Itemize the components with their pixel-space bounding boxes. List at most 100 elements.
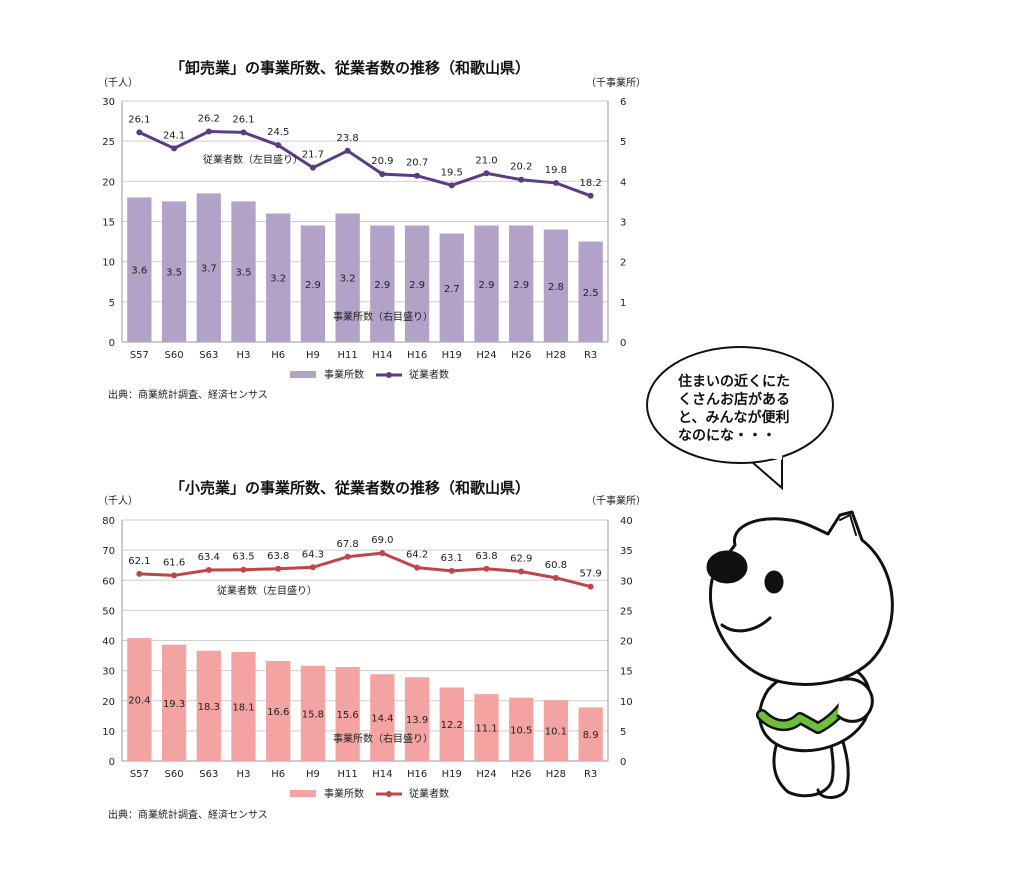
legend-swatch-marker [386,372,392,378]
category-label: H24 [476,350,496,361]
category-label: H14 [372,350,392,361]
line-value-label: 57.9 [580,569,602,580]
bar-value-label: 10.1 [545,727,567,738]
right-tick-label: 0 [620,757,626,768]
right-tick-label: 25 [620,606,633,617]
source-note: 出典：商業統計調査、経済センサス [108,388,268,401]
speech-bubble-line-3: と、みんなが便利 [678,409,789,426]
category-label: H28 [546,350,566,361]
legend-label-bar: 事業所数 [324,787,364,800]
bar-value-label: 2.8 [548,282,564,293]
bar [127,638,152,761]
retail-chart: 「小売業」の事業所数、従業者数の推移（和歌山県） （千人） （千事業所） 0 10 20 3… [98,479,646,821]
line-point [275,142,282,149]
line-point [379,171,386,178]
source-note: 出典：商業統計調査、経済センサス [108,808,268,821]
line-value-label: 64.3 [302,549,324,560]
category-label: R3 [584,769,597,780]
left-tick-label: 40 [102,637,115,648]
line-value-label: 63.5 [232,552,254,563]
mascot-dog-illustration [706,510,894,799]
line-point [518,176,525,183]
bar-value-label: 19.3 [163,699,185,710]
line-value-label: 69.0 [371,535,393,546]
line-value-label: 20.9 [371,156,393,167]
line-point [587,192,594,199]
line-annotation: 従業者数（左目盛り） [203,153,303,166]
category-label: H11 [338,350,358,361]
left-tick-label: 30 [102,667,115,678]
line-value-label: 63.1 [441,553,463,564]
left-axis-unit: （千人） [98,77,138,89]
line-point [205,567,212,574]
bar-value-label: 2.7 [444,284,460,295]
category-label: R3 [584,350,597,361]
category-label: H19 [442,769,462,780]
line-annotation: 従業者数（左目盛り） [217,584,317,597]
left-tick-label: 10 [102,727,115,738]
left-tick-label: 20 [102,177,115,188]
category-label: H16 [407,350,427,361]
category-label: H26 [511,769,531,780]
line-value-label: 19.5 [441,167,463,178]
legend-swatch-marker [386,791,392,797]
bar-value-label: 2.9 [305,280,321,291]
bar [161,644,187,761]
line-value-label: 20.7 [406,158,428,169]
line-point [587,583,594,590]
right-tick-label: 5 [620,137,626,148]
line-point [240,129,247,136]
bar-value-label: 11.1 [475,724,497,735]
left-tick-label: 70 [102,546,115,557]
right-tick-label: 5 [620,727,626,738]
mascot-head [709,510,894,686]
line-value-label: 26.2 [198,114,220,125]
line-value-label: 26.1 [128,114,150,125]
bar [196,193,221,342]
line-point [448,567,455,574]
bar-value-label: 14.4 [371,714,393,725]
legend-label-line: 従業者数 [409,368,449,381]
bar-value-label: 3.5 [236,268,252,279]
right-tick-label: 30 [620,576,633,587]
bar-value-label: 10.5 [510,725,532,736]
category-label: S60 [165,769,184,780]
line-point [136,570,143,577]
right-tick-label: 15 [620,667,633,678]
line-point [171,572,178,579]
legend-label-line: 従業者数 [409,787,449,800]
speech-bubble-line-4: なのにな・・・ [678,428,776,444]
category-label: H11 [338,769,358,780]
category-label: H9 [306,769,320,780]
line-point [552,179,559,186]
line-point [309,564,316,571]
legend: 事業所数 従業者数 [290,368,449,381]
line-point [344,147,351,154]
category-label: H9 [306,350,320,361]
bar-value-label: 2.9 [513,280,529,291]
line-point [240,566,247,573]
line-value-label: 24.1 [163,130,185,141]
right-tick-label: 0 [620,338,626,349]
speech-bubble-line-1: 住まいの近くにた [678,373,790,390]
line-point [414,564,421,571]
bar [474,694,499,761]
line-value-label: 63.8 [267,551,289,562]
chart-title: 「卸売業」の事業所数、従業者数の推移（和歌山県） [170,59,530,77]
bar-value-label: 3.6 [131,266,147,277]
left-tick-label: 60 [102,576,115,587]
line-series [139,551,592,589]
bar [474,225,499,342]
chart-title: 「小売業」の事業所数、従業者数の推移（和歌山県） [170,479,530,497]
left-tick-label: 5 [109,298,115,309]
category-label: H16 [407,769,427,780]
bar-value-label: 15.8 [302,709,324,720]
bar [370,225,395,342]
line-value-label: 60.8 [545,560,567,571]
left-tick-label: 80 [102,516,115,527]
line-point [483,565,490,572]
line-value-label: 63.4 [198,552,220,563]
bar [266,213,291,342]
bar [509,697,534,761]
bar-annotation: 事業所数（右目盛り） [333,310,433,323]
